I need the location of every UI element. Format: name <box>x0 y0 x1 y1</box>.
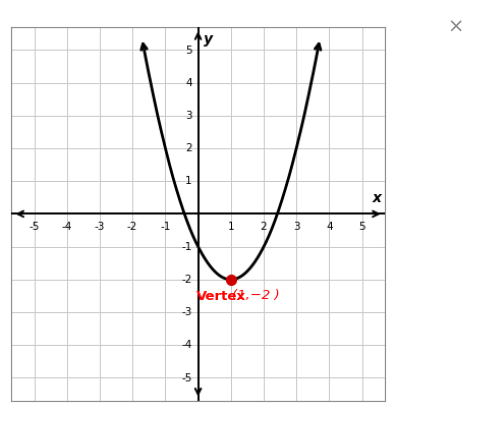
Text: ×: × <box>447 17 464 36</box>
